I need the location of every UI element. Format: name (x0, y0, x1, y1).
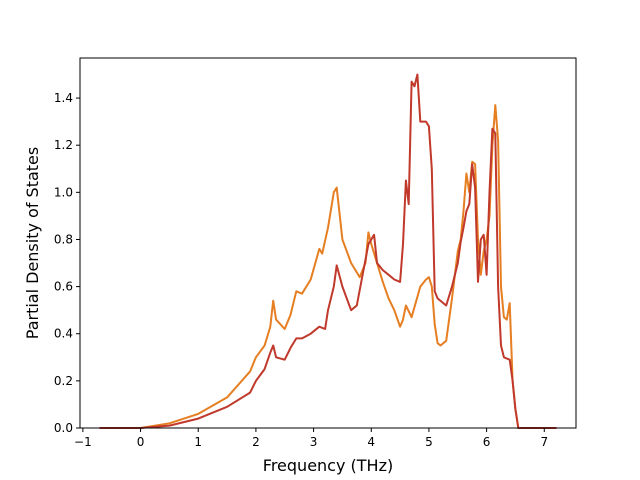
x-tick-label: 7 (540, 435, 548, 449)
y-tick-label: 1.0 (54, 185, 73, 199)
series-layer (99, 73, 557, 429)
y-tick-label: 1.2 (54, 138, 73, 152)
x-tick-label: 3 (310, 435, 318, 449)
series-line-2 (99, 73, 557, 429)
x-tick-label: −1 (74, 435, 92, 449)
plot-frame (79, 57, 577, 429)
y-tick-label: 0.4 (54, 327, 73, 341)
x-tick-label: 1 (194, 435, 202, 449)
plot-background (80, 58, 576, 428)
y-tick-label: 0.8 (54, 232, 73, 246)
x-axis-ticks: −1 0 1 2 3 4 5 6 7 (74, 428, 548, 449)
y-tick-label: 0.0 (54, 421, 73, 435)
x-tick-label: 6 (483, 435, 491, 449)
y-axis-label: Partial Density of States (23, 147, 42, 339)
x-tick-label: 4 (367, 435, 375, 449)
x-tick-label: 0 (137, 435, 145, 449)
y-axis-ticks: 0.0 0.2 0.4 0.6 0.8 1.0 1.2 1.4 (54, 91, 80, 435)
x-tick-label: 2 (252, 435, 260, 449)
x-axis-label: Frequency (THz) (263, 456, 393, 475)
y-tick-label: 1.4 (54, 91, 73, 105)
x-tick-label: 5 (425, 435, 433, 449)
y-tick-label: 0.6 (54, 280, 73, 294)
y-tick-label: 0.2 (54, 374, 73, 388)
